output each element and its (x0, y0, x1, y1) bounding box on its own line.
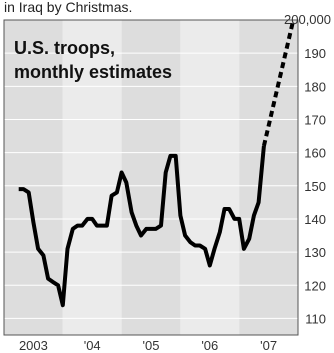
chart-title-line-1: U.S. troops, (14, 38, 115, 58)
y-tick-label: 160 (304, 146, 326, 161)
chart-title-line-2: monthly estimates (14, 62, 172, 82)
y-tick-label: 170 (304, 112, 326, 127)
plot-border (3, 19, 299, 336)
y-tick-label: 180 (304, 79, 326, 94)
x-tick-label: '05 (143, 338, 160, 353)
caption-text: in Iraq by Christmas. (4, 0, 132, 15)
y-tick-label: 110 (305, 311, 326, 326)
troops-line (18, 145, 266, 308)
y-tick-label: 150 (304, 179, 326, 194)
x-tick-label: '04 (84, 338, 101, 353)
y-tick-label: 130 (304, 245, 326, 260)
year-band (180, 20, 240, 335)
projection-line (261, 19, 296, 147)
x-tick-label: 2003 (19, 338, 48, 353)
y-tick-label: 120 (304, 278, 326, 293)
year-band (239, 20, 298, 335)
y-tick-label: 200,000 (284, 12, 331, 27)
y-tick-label: 190 (304, 46, 326, 61)
plot-area (3, 19, 299, 336)
x-tick-label: '07 (260, 338, 277, 353)
y-tick-label: 140 (304, 212, 326, 227)
year-band (62, 20, 122, 335)
year-band (121, 20, 181, 335)
x-tick-label: '06 (201, 338, 218, 353)
